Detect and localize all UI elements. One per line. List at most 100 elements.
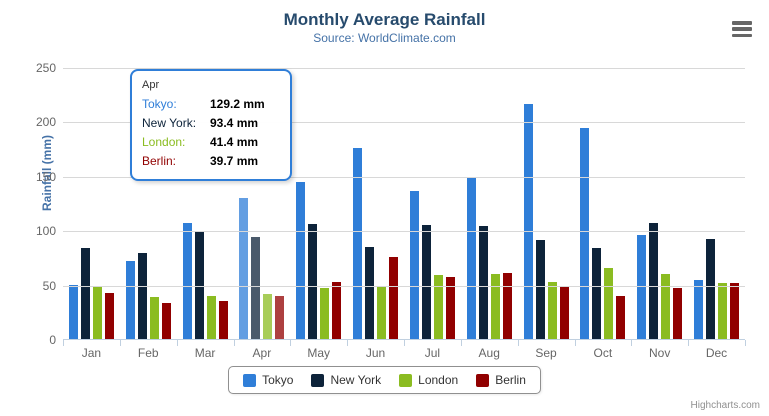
bar-london-may[interactable] [320, 287, 330, 339]
xaxis-label-mar: Mar [194, 346, 216, 360]
tooltip-series-value: 93.4 mm [210, 116, 259, 130]
bar-berlin-feb[interactable] [161, 302, 171, 339]
bar-london-jun[interactable] [377, 286, 387, 339]
bar-new-york-aug[interactable] [478, 225, 488, 339]
bar-london-feb[interactable] [149, 296, 159, 339]
bar-tokyo-oct[interactable] [580, 127, 590, 339]
legend-label: Berlin [495, 373, 526, 387]
bar-tokyo-jan[interactable] [68, 284, 78, 339]
legend-item-tokyo[interactable]: Tokyo [243, 373, 293, 387]
bar-tokyo-mar[interactable] [182, 223, 192, 339]
bar-berlin-jul[interactable] [445, 276, 455, 339]
yaxis-tick-label: 200 [35, 115, 56, 130]
bar-tokyo-nov[interactable] [637, 235, 647, 339]
bar-tokyo-jun[interactable] [353, 147, 363, 339]
xaxis-tick [347, 340, 349, 346]
bar-london-jan[interactable] [92, 285, 102, 339]
bar-tokyo-sep[interactable] [523, 103, 533, 339]
bar-new-york-oct[interactable] [592, 248, 602, 339]
bar-berlin-mar[interactable] [218, 301, 228, 339]
tooltip-series-value: 39.7 mm [210, 154, 259, 168]
xaxis-label-aug: Aug [478, 346, 500, 360]
bar-berlin-jan[interactable] [104, 292, 114, 339]
export-menu-icon[interactable] [732, 21, 752, 37]
bar-tokyo-dec[interactable] [694, 279, 704, 339]
bar-group-mar [177, 68, 234, 339]
legend-item-london[interactable]: London [399, 373, 458, 387]
bar-new-york-may[interactable] [308, 223, 318, 339]
gridline [63, 122, 745, 124]
xaxis-tick [176, 340, 178, 346]
bar-london-jul[interactable] [433, 274, 443, 339]
yaxis-tick-label: 150 [35, 169, 56, 184]
bar-group-dec [688, 68, 745, 339]
bar-london-oct[interactable] [604, 268, 614, 339]
bar-new-york-jul[interactable] [421, 224, 431, 339]
bar-tokyo-may[interactable] [296, 182, 306, 339]
bar-new-york-jun[interactable] [365, 247, 375, 339]
xaxis-tick [745, 340, 746, 346]
legend-box: Tokyo New York London Berlin [228, 366, 541, 394]
legend-swatch-icon [311, 373, 325, 387]
bar-london-mar[interactable] [206, 296, 216, 339]
bar-london-apr[interactable] [263, 293, 273, 339]
yaxis-tick-label: 50 [42, 278, 56, 293]
bar-london-sep[interactable] [547, 282, 557, 339]
bar-berlin-sep[interactable] [559, 287, 569, 339]
bar-new-york-jan[interactable] [80, 248, 90, 339]
bar-new-york-mar[interactable] [194, 231, 204, 339]
tooltip-row: Tokyo: 129.2 mm [142, 95, 280, 114]
bar-berlin-oct[interactable] [616, 296, 626, 339]
bar-berlin-may[interactable] [332, 281, 342, 339]
legend-swatch-icon [243, 373, 257, 387]
yaxis-tick-label: 0 [49, 333, 56, 347]
chart-subtitle: Source: WorldClimate.com [313, 31, 456, 45]
xaxis-tick [290, 340, 292, 346]
xaxis-tick [517, 340, 519, 346]
xaxis-tick [63, 340, 64, 346]
bar-london-dec[interactable] [718, 283, 728, 339]
bar-new-york-apr[interactable] [251, 237, 261, 339]
bar-new-york-nov[interactable] [649, 223, 659, 339]
bar-new-york-dec[interactable] [706, 238, 716, 339]
xaxis-label-nov: Nov [649, 346, 671, 360]
gridline [63, 176, 745, 178]
bar-berlin-nov[interactable] [673, 288, 683, 339]
tooltip-series-label: London: [142, 135, 186, 149]
tooltip-series-label: New York: [142, 116, 197, 130]
tooltip-header: Apr [142, 79, 160, 91]
xaxis-label-sep: Sep [535, 346, 557, 360]
xaxis-label-jul: Jul [424, 346, 441, 360]
tooltip-row: New York: 93.4 mm [142, 114, 280, 133]
yaxis-tick-label: 250 [35, 61, 56, 75]
bar-tokyo-feb[interactable] [125, 261, 135, 339]
gridline [63, 285, 745, 287]
gridline [63, 231, 745, 233]
bar-new-york-feb[interactable] [137, 253, 147, 339]
bar-tokyo-aug[interactable] [466, 177, 476, 339]
bar-tokyo-jul[interactable] [409, 191, 419, 339]
xaxis-label-jan: Jan [81, 346, 102, 360]
bar-berlin-apr[interactable] [275, 295, 285, 339]
tooltip-series-value: 129.2 mm [210, 97, 265, 111]
bar-berlin-aug[interactable] [502, 273, 512, 339]
bar-group-apr [233, 68, 290, 339]
xaxis-label-apr: Apr [252, 346, 272, 360]
bar-group-may [290, 68, 347, 339]
legend-item-new-york[interactable]: New York [311, 373, 381, 387]
yaxis-labels: 0 50 100 150 200 250 [0, 61, 56, 347]
bar-london-aug[interactable] [490, 274, 500, 339]
xaxis-label-jun: Jun [365, 346, 386, 360]
bar-berlin-jun[interactable] [389, 256, 399, 339]
credits-link[interactable]: Highcharts.com [690, 400, 760, 411]
bar-groups [63, 68, 745, 339]
xaxis-label-oct: Oct [593, 346, 613, 360]
bar-berlin-dec[interactable] [730, 283, 740, 339]
bar-tokyo-apr[interactable] [239, 198, 249, 339]
bar-new-york-sep[interactable] [535, 239, 545, 339]
legend-item-berlin[interactable]: Berlin [476, 373, 526, 387]
tooltip-series-label: Tokyo: [142, 97, 177, 111]
legend: Tokyo New York London Berlin [0, 366, 769, 394]
bar-london-nov[interactable] [661, 274, 671, 339]
legend-label: London [418, 373, 459, 387]
